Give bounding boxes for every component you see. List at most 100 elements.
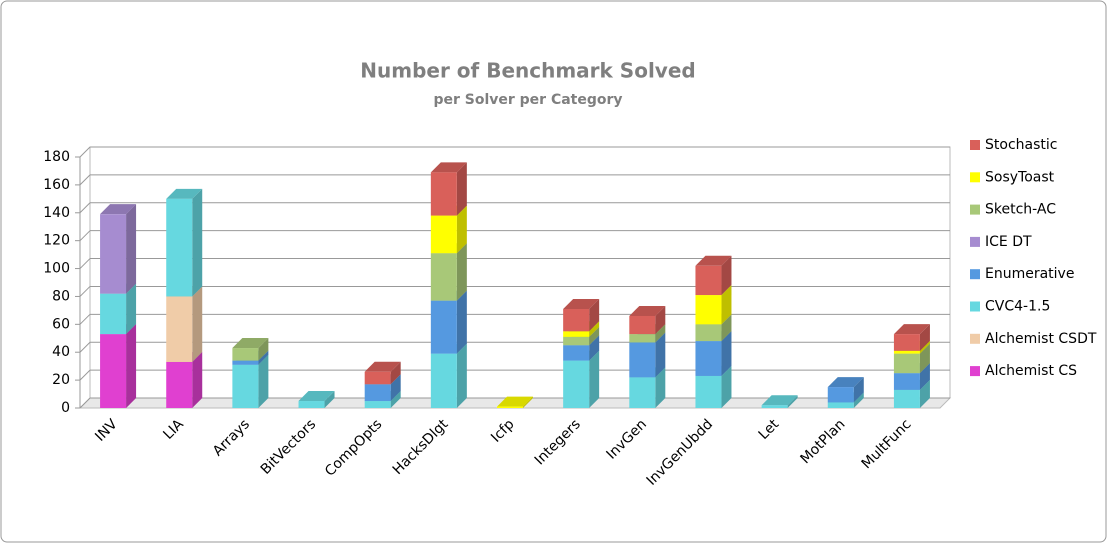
bar-segment — [232, 360, 259, 365]
bar-segment — [629, 334, 656, 343]
legend-label: Enumerative — [985, 266, 1074, 282]
legend-label: Alchemist CS — [985, 363, 1077, 379]
bar-side — [258, 338, 269, 361]
bar-side — [919, 363, 930, 390]
bar-segment — [695, 375, 722, 408]
grid-line — [79, 230, 91, 242]
bar-side — [324, 391, 335, 408]
bar-segment — [893, 350, 920, 354]
grid-line — [79, 341, 91, 353]
bar-segment — [166, 296, 193, 362]
bar-segment — [364, 384, 391, 402]
legend-swatch — [970, 301, 980, 312]
y-tick-label: 100 — [43, 261, 70, 277]
bar-segment — [695, 265, 722, 296]
bar-side — [126, 204, 137, 294]
bar-segment — [100, 214, 127, 294]
bar-side — [390, 361, 401, 385]
bar-side — [919, 343, 930, 374]
bar-segment — [364, 401, 391, 408]
bar-side — [390, 391, 401, 408]
legend-label: ICE DT — [985, 234, 1032, 250]
bar-side — [853, 377, 864, 403]
bar-segment — [232, 364, 259, 408]
bar-side — [919, 324, 930, 351]
bar-top — [827, 377, 864, 388]
bar-segment — [166, 198, 193, 297]
bar-side — [456, 243, 467, 301]
bar-side — [456, 205, 467, 254]
legend-swatch — [970, 140, 980, 150]
legend-swatch — [970, 236, 980, 247]
bar-side — [456, 290, 467, 354]
legend-label: Stochastic — [985, 137, 1057, 153]
bar-top — [364, 361, 401, 372]
bar-segment — [893, 353, 920, 374]
bar-side — [721, 255, 732, 296]
bar-side — [655, 305, 666, 335]
bar-side — [919, 340, 930, 354]
legend-swatch — [970, 333, 980, 344]
y-tick-label: 120 — [43, 233, 70, 249]
legend-swatch — [970, 172, 980, 183]
y-tick-label: 80 — [52, 288, 70, 304]
grid-line — [79, 258, 91, 269]
bar-segment — [430, 215, 457, 254]
bar-side — [192, 286, 203, 362]
bar-side — [126, 283, 137, 335]
bar-segment — [563, 336, 590, 346]
bar-segment — [430, 253, 457, 301]
legend-swatch — [970, 269, 980, 280]
bar-side — [721, 331, 732, 376]
bar-side — [589, 350, 600, 408]
bar-side — [523, 396, 533, 408]
legend-label: Sketch-AC — [985, 202, 1056, 218]
bar-top — [100, 204, 137, 215]
bar-segment — [100, 334, 127, 408]
bar-segment — [695, 324, 722, 342]
legend-label: CVC4-1.5 — [985, 299, 1050, 315]
bar-side — [589, 321, 600, 337]
bar-segment — [430, 353, 457, 408]
legend-swatch — [970, 366, 980, 377]
bar-side — [589, 335, 600, 361]
bar-segment — [827, 387, 854, 403]
back-wall — [89, 146, 951, 399]
bar-segment — [629, 342, 656, 378]
bar-segment — [430, 300, 457, 354]
legend-label: SosyToast — [985, 169, 1055, 185]
bar-side — [655, 367, 666, 408]
chart-title: Number of Benchmark Solved — [360, 59, 695, 83]
bar-top — [232, 338, 269, 349]
grid-line — [79, 369, 91, 381]
bar-side — [456, 162, 467, 216]
y-tick-label: 0 — [61, 400, 70, 416]
bar-side — [853, 392, 864, 408]
bar-side — [919, 379, 930, 408]
grid-line — [79, 397, 91, 409]
grid-line — [79, 202, 91, 214]
bar-segment — [695, 341, 722, 376]
bar-segment — [827, 402, 854, 408]
y-tick-label: 140 — [43, 205, 70, 221]
bar-top — [761, 395, 798, 406]
bar-side — [192, 351, 203, 408]
bar-side — [192, 188, 203, 297]
bar-top — [695, 255, 732, 266]
bar-top — [430, 162, 467, 173]
bar-side — [655, 332, 666, 378]
y-tick-label: 20 — [52, 372, 70, 388]
bar-segment — [893, 373, 920, 390]
grid-line — [79, 174, 91, 186]
bar-side — [721, 314, 732, 342]
bar-top — [298, 391, 335, 402]
bar-segment — [629, 377, 656, 408]
y-tick-label: 60 — [52, 316, 70, 332]
bar-top — [893, 324, 930, 335]
bar-segment — [893, 334, 920, 351]
y-tick-label: 160 — [43, 177, 70, 193]
bar-segment — [563, 331, 590, 337]
bar-segment — [563, 345, 590, 361]
y-tick-label: 40 — [52, 344, 70, 360]
